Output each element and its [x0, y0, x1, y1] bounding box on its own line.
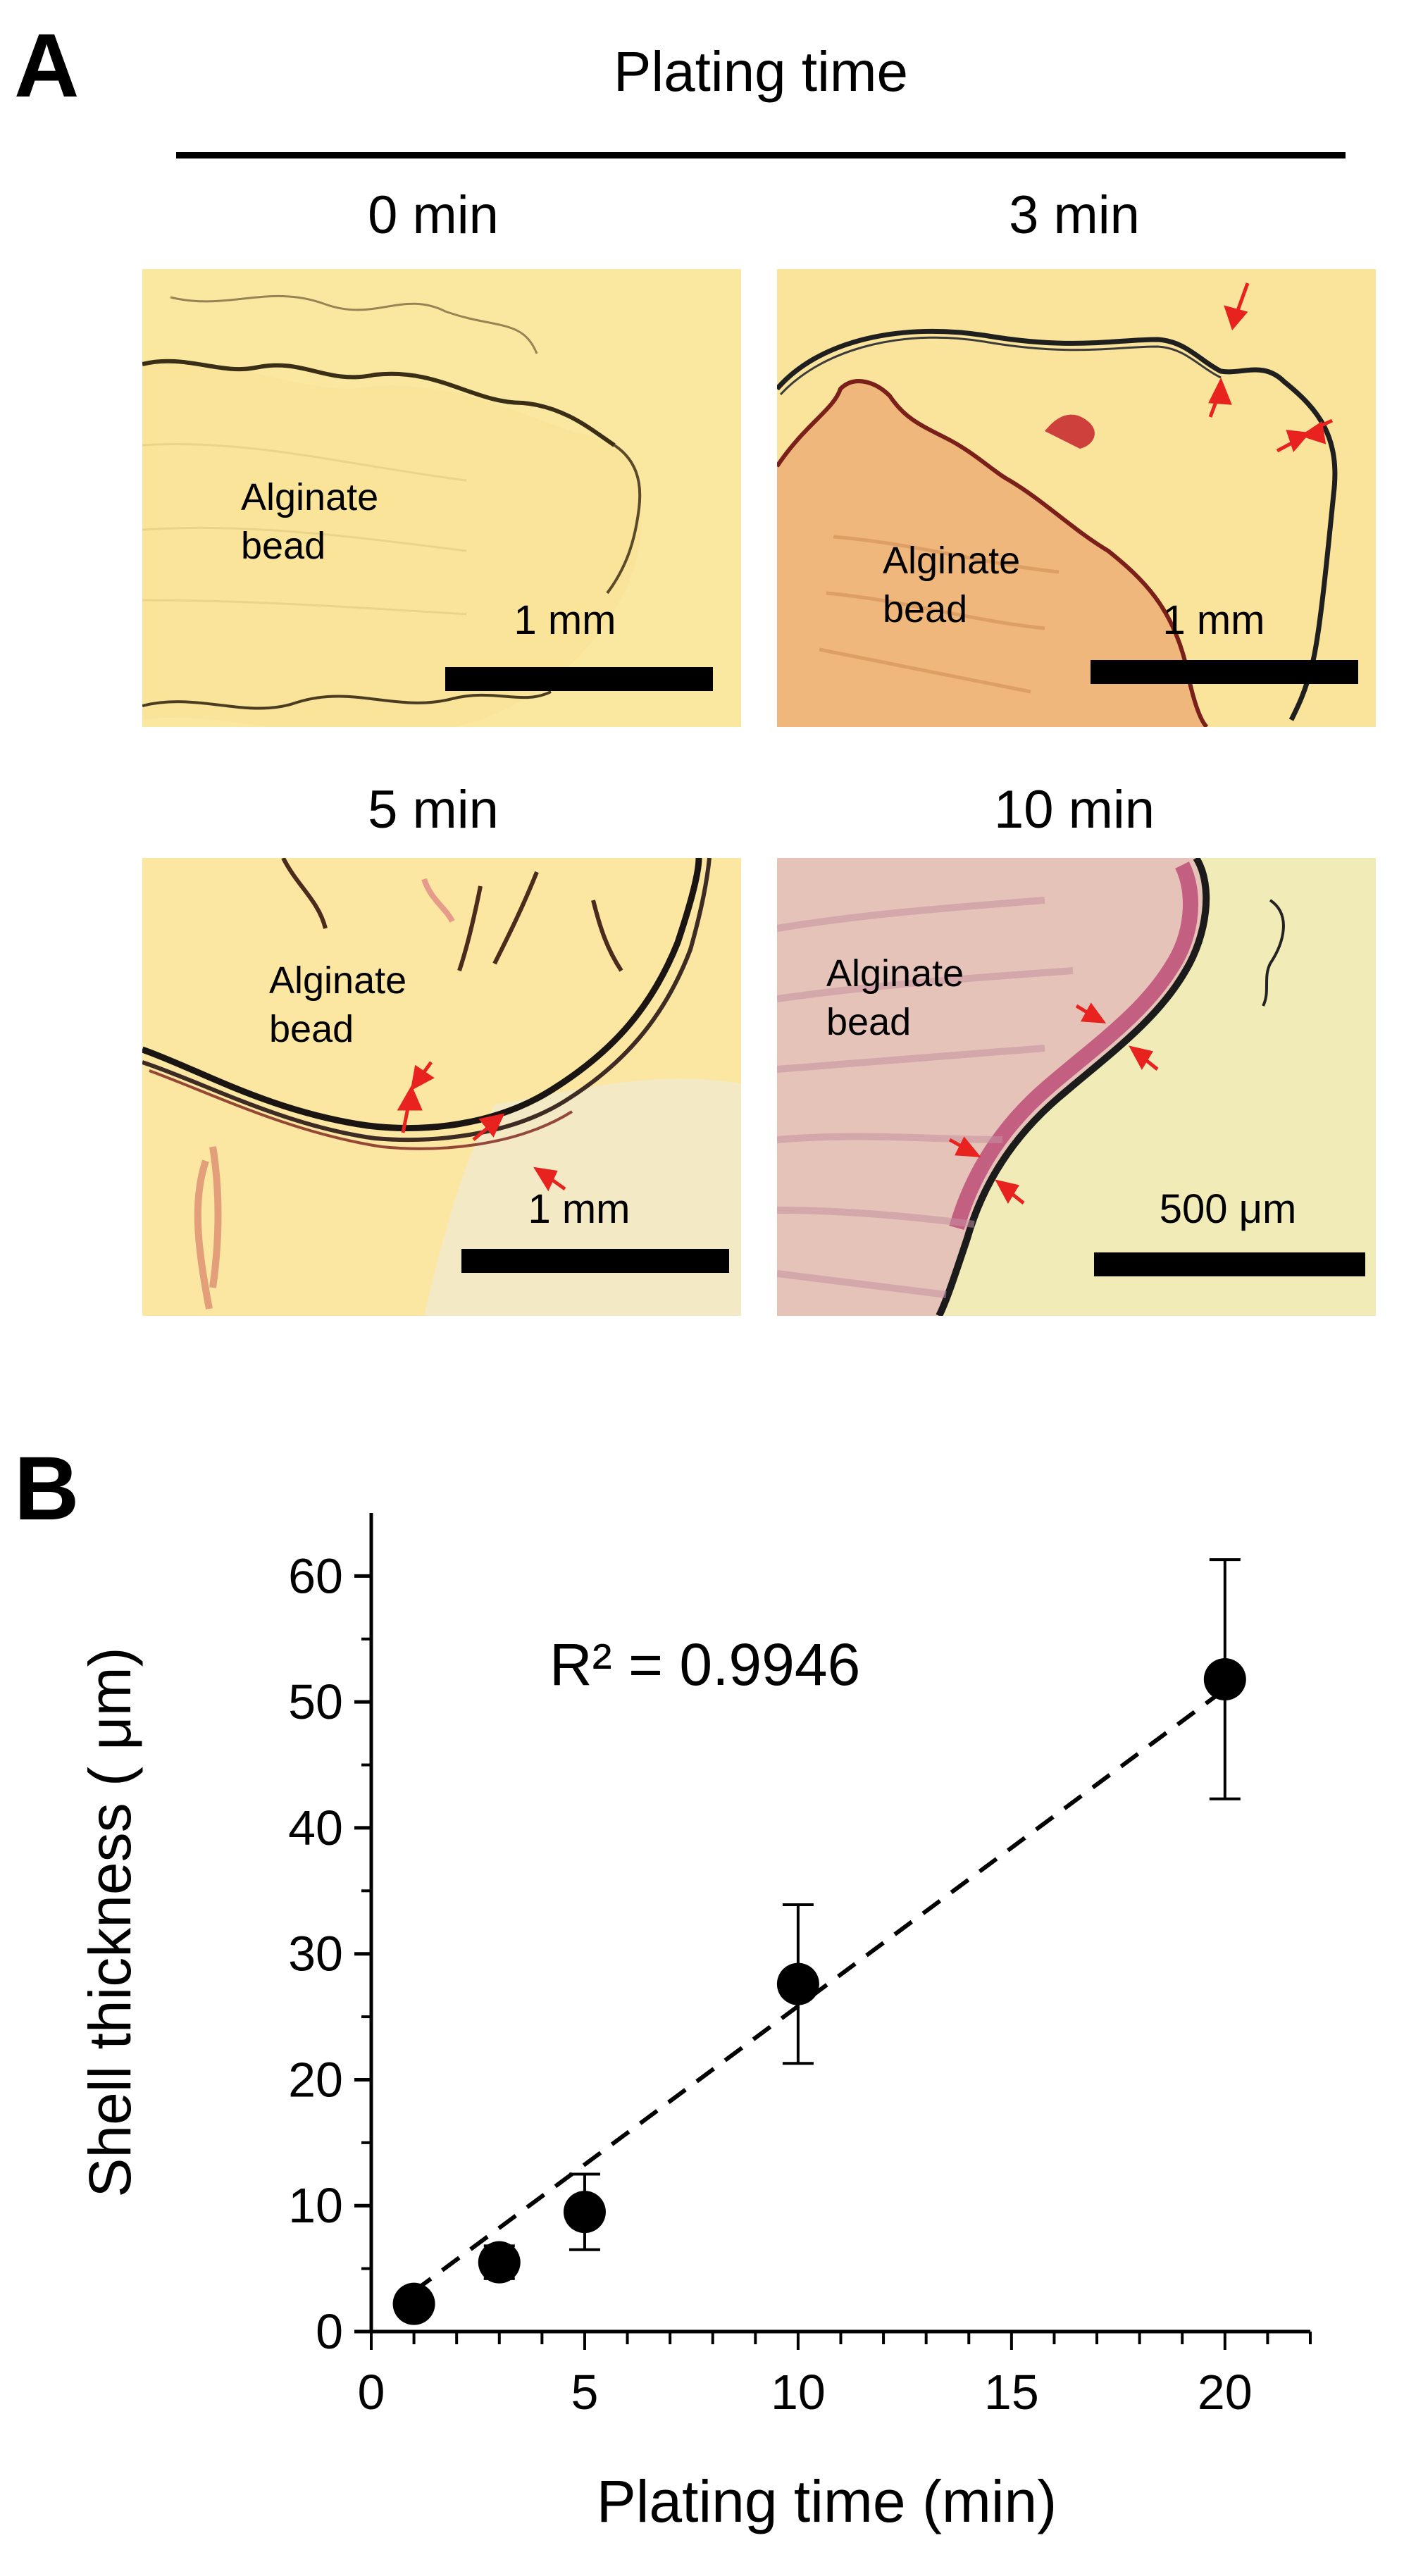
shell-arrows-5min [397, 1061, 566, 1192]
x-axis-label: Plating time (min) [597, 2468, 1057, 2534]
bead-label-3min: Alginate bead [883, 540, 1021, 631]
panel-a-letter: A [14, 15, 80, 116]
panel-b-letter: B [14, 1438, 80, 1539]
micrograph-3min: Alginate bead 1 mm [777, 269, 1376, 727]
r-squared-annotation: R² = 0.9946 [549, 1631, 860, 1698]
bead-label-5min: Alginate bead [269, 959, 407, 1051]
trendline [412, 1687, 1226, 2294]
time-label-5min: 5 min [368, 780, 499, 840]
y-axis-label: Shell thickness ( μm) [77, 1647, 143, 2197]
micrograph-10min-image [777, 858, 1376, 1316]
x-tick-label: 10 [771, 2365, 826, 2420]
micrograph-0min-image [142, 269, 741, 727]
scale-label-5min: 1 mm [528, 1186, 630, 1232]
scale-bar-3min [1091, 660, 1358, 684]
header-rule [176, 152, 1346, 158]
x-tick-label: 20 [1198, 2365, 1253, 2420]
y-tick-label: 20 [288, 2052, 343, 2107]
time-label-3min: 3 min [1009, 185, 1140, 245]
scale-bar-0min [445, 667, 713, 691]
data-point [1203, 1657, 1246, 1700]
scale-label-10min: 500 μm [1159, 1186, 1297, 1232]
y-tick-label: 60 [288, 1548, 343, 1603]
scale-bar-10min [1094, 1252, 1365, 1276]
micrograph-5min: Alginate bead 1 mm [142, 858, 741, 1316]
data-point [392, 2282, 435, 2325]
bead-label-0min: Alginate bead [241, 476, 379, 568]
shell-arrows-3min [1208, 282, 1334, 453]
data-point [563, 2191, 606, 2234]
scale-bar-5min [461, 1249, 729, 1273]
y-tick-label: 30 [288, 1927, 343, 1981]
x-tick-label: 5 [571, 2365, 598, 2420]
scale-label-3min: 1 mm [1162, 597, 1265, 643]
y-tick-label: 50 [288, 1674, 343, 1729]
y-tick-label: 0 [316, 2304, 343, 2359]
x-tick-label: 0 [358, 2365, 385, 2420]
y-tick-label: 10 [288, 2178, 343, 2233]
x-tick-label: 15 [984, 2365, 1039, 2420]
plating-time-header: Plating time [614, 40, 908, 103]
time-label-10min: 10 min [993, 780, 1155, 840]
data-point [776, 1962, 819, 2005]
micrograph-0min: Alginate bead 1 mm [142, 269, 741, 727]
micrograph-10min: Alginate bead 500 μm [777, 858, 1376, 1316]
micrograph-5min-image [142, 858, 741, 1316]
bead-label-10min: Alginate bead [826, 952, 964, 1044]
scale-label-0min: 1 mm [514, 597, 616, 643]
y-tick-label: 40 [288, 1800, 343, 1855]
data-point [478, 2241, 521, 2284]
micrograph-3min-image [777, 269, 1376, 727]
time-label-0min: 0 min [368, 185, 499, 245]
shell-arrows-10min [948, 1002, 1159, 1205]
